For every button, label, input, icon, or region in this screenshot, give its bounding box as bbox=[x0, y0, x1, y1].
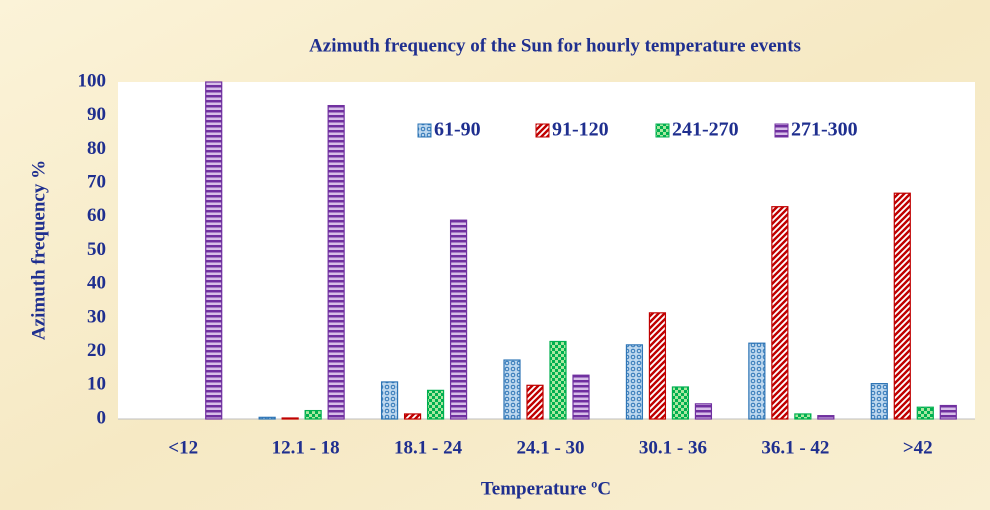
legend-swatch bbox=[774, 123, 789, 138]
bar bbox=[794, 413, 812, 420]
y-tick-label: 60 bbox=[87, 205, 106, 226]
x-tick-label: >42 bbox=[903, 437, 933, 458]
y-tick-label: 40 bbox=[87, 273, 106, 294]
y-tick-label: 80 bbox=[87, 138, 106, 159]
bar bbox=[380, 381, 399, 420]
bar bbox=[893, 192, 911, 420]
bar bbox=[572, 374, 590, 420]
legend-swatch bbox=[535, 123, 550, 138]
bar bbox=[549, 340, 567, 420]
bar bbox=[449, 219, 468, 420]
y-tick-label: 90 bbox=[87, 104, 106, 125]
y-axis-title: Azimuth frequency % bbox=[28, 160, 49, 340]
legend-label: 241-270 bbox=[672, 119, 739, 141]
y-tick-label: 0 bbox=[97, 407, 107, 428]
x-tick-label: 36.1 - 42 bbox=[761, 437, 829, 458]
x-tick-label: 12.1 - 18 bbox=[272, 437, 340, 458]
bar bbox=[817, 415, 835, 420]
bar bbox=[327, 104, 345, 420]
y-tick-label: 10 bbox=[87, 374, 106, 395]
legend-swatch bbox=[417, 123, 432, 138]
bar bbox=[426, 389, 445, 420]
bar bbox=[771, 206, 789, 420]
x-tick-label: 30.1 - 36 bbox=[639, 437, 707, 458]
bar bbox=[503, 359, 521, 420]
plot-area bbox=[118, 82, 975, 419]
bar bbox=[526, 384, 544, 420]
bar bbox=[648, 312, 667, 420]
bar bbox=[281, 417, 299, 420]
bar bbox=[939, 404, 957, 420]
bar bbox=[403, 413, 422, 420]
bar bbox=[694, 403, 713, 420]
bar bbox=[205, 81, 223, 420]
x-tick-label: 24.1 - 30 bbox=[516, 437, 584, 458]
bar bbox=[870, 383, 888, 420]
legend-label: 91-120 bbox=[552, 119, 609, 141]
chart-title: Azimuth frequency of the Sun for hourly … bbox=[309, 35, 801, 56]
x-tick-label: <12 bbox=[168, 437, 198, 458]
x-axis-title: Temperature ºC bbox=[481, 478, 611, 499]
bar bbox=[304, 409, 322, 420]
y-tick-label: 100 bbox=[78, 70, 107, 91]
bar bbox=[625, 344, 644, 420]
bar bbox=[258, 416, 276, 420]
legend-label: 61-90 bbox=[434, 119, 481, 141]
y-tick-label: 70 bbox=[87, 171, 106, 192]
bar bbox=[916, 406, 934, 420]
bar bbox=[748, 342, 766, 420]
x-tick-label: 18.1 - 24 bbox=[394, 437, 463, 458]
bar bbox=[671, 386, 690, 420]
y-tick-label: 50 bbox=[87, 239, 106, 260]
legend-label: 271-300 bbox=[791, 119, 858, 141]
y-tick-label: 30 bbox=[87, 306, 106, 327]
legend-swatch bbox=[655, 123, 670, 138]
y-tick-label: 20 bbox=[87, 340, 106, 361]
